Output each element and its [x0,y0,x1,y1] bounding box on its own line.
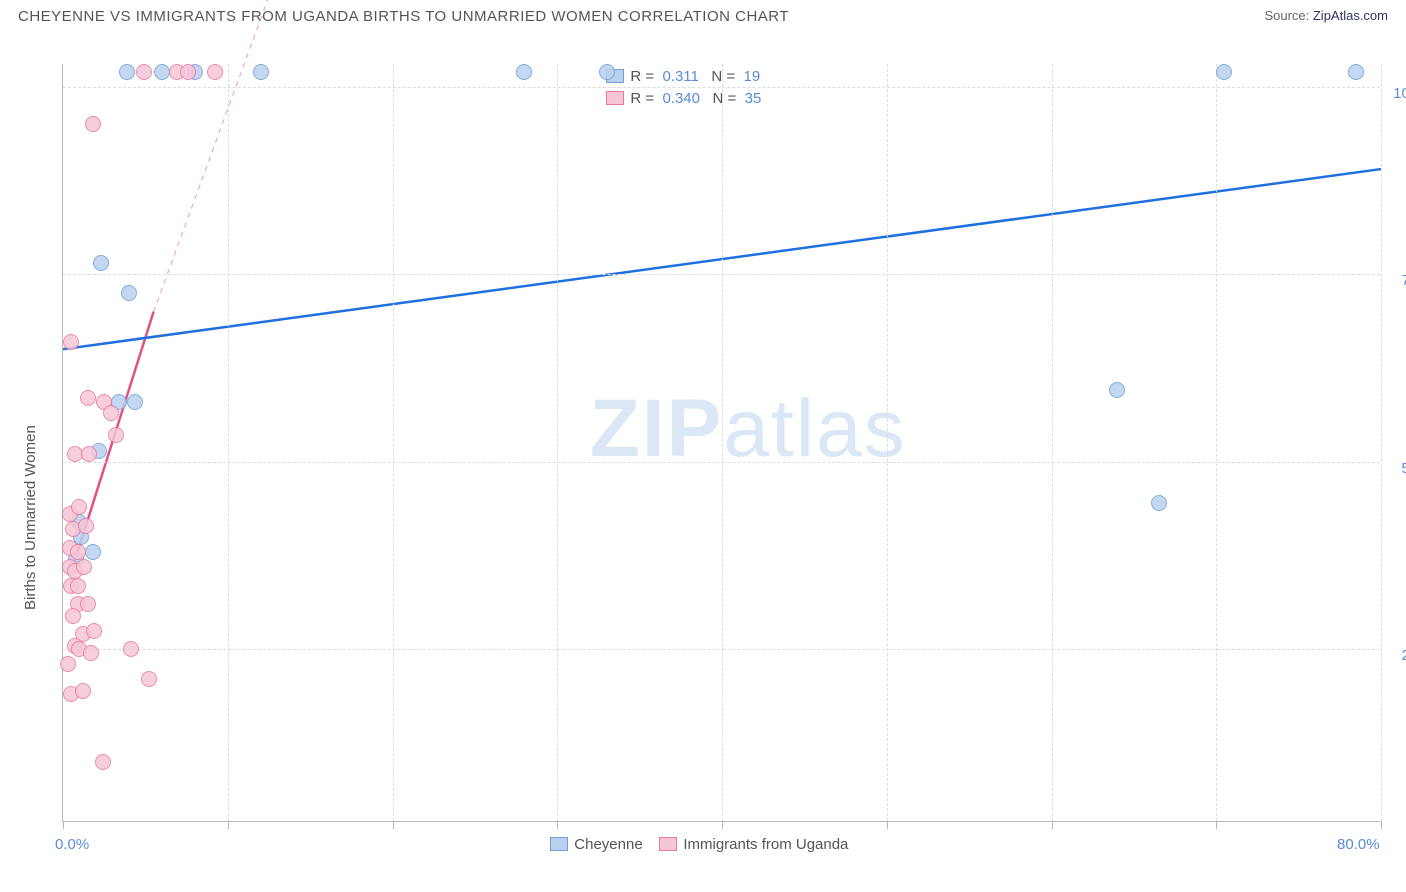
x-tick [557,821,558,829]
data-point [119,64,135,80]
data-point [1216,64,1232,80]
x-tick-label: 80.0% [1337,836,1380,853]
data-point [60,656,76,672]
data-point [71,499,87,515]
data-point [121,285,137,301]
data-point [85,544,101,560]
stat-n-label: N = [711,68,735,85]
stat-n-value: 19 [744,68,761,85]
series-legend: Cheyenne Immigrants from Uganda [550,836,848,853]
legend-item: Cheyenne [550,836,659,853]
y-tick-label: 75.0% [1401,272,1406,289]
plot-region: ZIPatlas R = 0.311 N = 19R = 0.340 N = 3… [62,64,1380,822]
data-point [108,427,124,443]
data-point [123,641,139,657]
legend-label: Immigrants from Uganda [683,836,848,853]
y-tick-label: 50.0% [1401,460,1406,477]
y-tick-label: 100.0% [1393,85,1406,102]
gridline-v [393,64,394,821]
legend-label: Cheyenne [574,836,642,853]
x-tick [1052,821,1053,829]
data-point [141,671,157,687]
stats-legend: R = 0.311 N = 19R = 0.340 N = 35 [600,64,767,112]
data-point [63,334,79,350]
y-tick-label: 25.0% [1401,647,1406,664]
stats-row: R = 0.340 N = 35 [606,88,761,110]
data-point [78,518,94,534]
trend-line [154,0,278,312]
data-point [127,394,143,410]
x-tick-label: 0.0% [55,836,89,853]
gridline-v [557,64,558,821]
data-point [67,446,83,462]
gridline-v [887,64,888,821]
data-point [516,64,532,80]
data-point [80,390,96,406]
data-point [93,255,109,271]
stat-n-label: N = [713,90,737,107]
watermark-zip: ZIP [590,383,724,474]
data-point [180,64,196,80]
stat-r-value: 0.340 [662,90,700,107]
legend-swatch [606,91,624,105]
chart-title: CHEYENNE VS IMMIGRANTS FROM UGANDA BIRTH… [18,8,789,25]
x-tick [722,821,723,829]
data-point [95,754,111,770]
x-tick [887,821,888,829]
chart-area: Births to Unmarried Women ZIPatlas R = 0… [0,36,1406,892]
source-attribution: Source: ZipAtlas.com [1264,8,1388,23]
data-point [76,559,92,575]
data-point [154,64,170,80]
data-point [103,405,119,421]
data-point [253,64,269,80]
legend-item: Immigrants from Uganda [659,836,848,853]
legend-swatch [659,837,677,851]
data-point [70,578,86,594]
gridline-v [228,64,229,821]
gridline-v [722,64,723,821]
gridline-v [1052,64,1053,821]
data-point [86,623,102,639]
stat-n-value: 35 [745,90,762,107]
data-point [85,116,101,132]
source-prefix: Source: [1264,8,1312,23]
stats-row: R = 0.311 N = 19 [606,66,761,88]
data-point [599,64,615,80]
data-point [207,64,223,80]
stat-r-label: R = [630,68,654,85]
data-point [70,544,86,560]
x-tick [393,821,394,829]
data-point [136,64,152,80]
data-point [1109,382,1125,398]
x-tick [228,821,229,829]
data-point [75,683,91,699]
x-tick [1216,821,1217,829]
legend-swatch [550,837,568,851]
data-point [1348,64,1364,80]
x-tick [1381,821,1382,829]
watermark-atlas: atlas [723,383,906,474]
stat-r-label: R = [630,90,654,107]
stat-r-value: 0.311 [662,68,698,85]
y-axis-label: Births to Unmarried Women [22,425,39,610]
data-point [81,446,97,462]
data-point [80,596,96,612]
gridline-v [1216,64,1217,821]
data-point [1151,495,1167,511]
gridline-v [1381,64,1382,821]
x-tick [63,821,64,829]
data-point [83,645,99,661]
source-link[interactable]: ZipAtlas.com [1313,8,1388,23]
data-point [65,608,81,624]
